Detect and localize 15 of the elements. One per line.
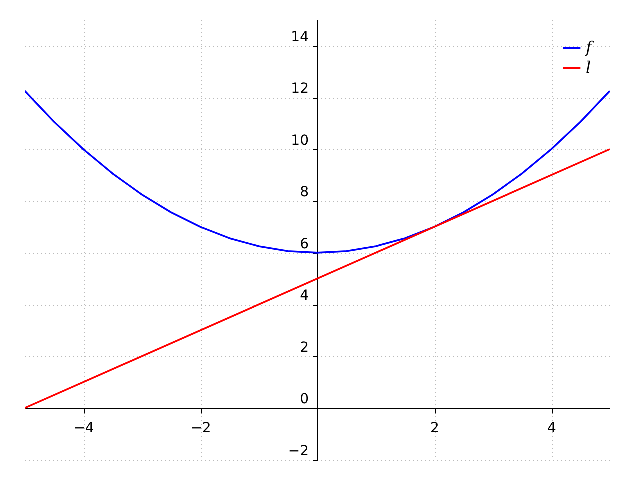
x-tick-label: −4 [74,420,94,437]
y-tick-label: 12 [291,81,309,98]
x-tick-label: 4 [548,420,557,437]
y-tick-label: 2 [300,340,309,356]
y-tick-label: 10 [291,132,309,149]
y-tick-label: 8 [300,184,309,201]
legend-label: f [585,38,595,57]
y-tick-label: 14 [291,29,310,46]
legend-label: l [586,58,592,77]
y-tick-label: 4 [300,288,310,304]
x-tick-label: −2 [190,420,212,437]
y-tick-label: −2 [288,444,309,460]
y-tick-label: 0 [300,392,309,408]
x-tick-label: 2 [430,420,440,437]
y-tick-label: 6 [300,236,310,252]
